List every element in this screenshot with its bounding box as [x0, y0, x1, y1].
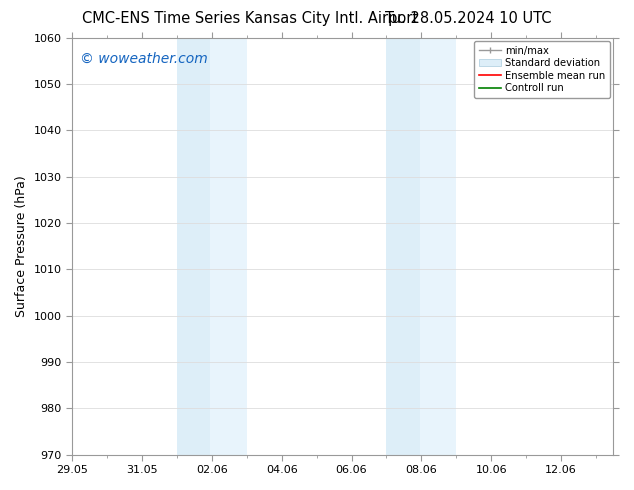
Y-axis label: Surface Pressure (hPa): Surface Pressure (hPa) [15, 175, 28, 317]
Text: Tu. 28.05.2024 10 UTC: Tu. 28.05.2024 10 UTC [385, 11, 552, 26]
Bar [177, 38, 210, 455]
Bar [420, 38, 456, 455]
Legend: min/max, Standard deviation, Ensemble mean run, Controll run: min/max, Standard deviation, Ensemble me… [474, 41, 611, 98]
Bar [387, 38, 420, 455]
Bar [210, 38, 247, 455]
Text: CMC-ENS Time Series Kansas City Intl. Airport: CMC-ENS Time Series Kansas City Intl. Ai… [82, 11, 418, 26]
Text: © woweather.com: © woweather.com [81, 52, 208, 66]
